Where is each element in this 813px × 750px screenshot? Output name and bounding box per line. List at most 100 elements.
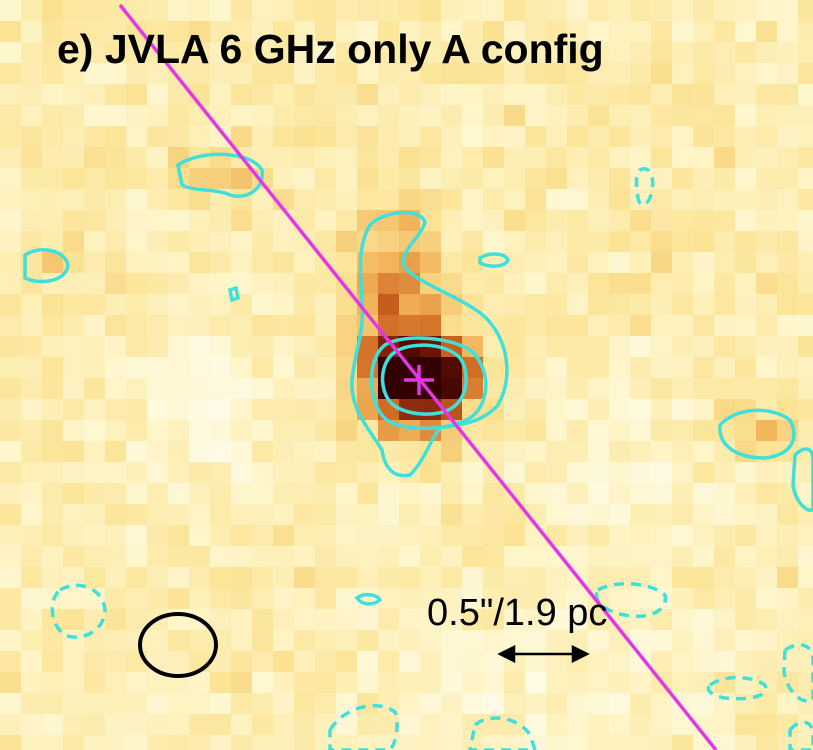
map-pixel	[147, 546, 169, 568]
map-pixel	[777, 546, 799, 568]
map-pixel	[357, 672, 379, 694]
map-pixel	[504, 294, 526, 316]
map-pixel	[735, 21, 757, 43]
map-pixel	[651, 315, 673, 337]
map-pixel	[0, 420, 22, 442]
map-pixel	[462, 210, 484, 232]
map-pixel	[294, 504, 316, 526]
map-pixel	[798, 105, 813, 127]
map-pixel	[252, 525, 274, 547]
map-pixel	[777, 357, 799, 379]
map-pixel	[105, 294, 127, 316]
map-pixel	[336, 504, 358, 526]
radio-map-panel: 0.5"/1.9 pc e) JVLA 6 GHz only A config	[0, 0, 813, 750]
map-pixel	[336, 147, 358, 169]
map-pixel	[126, 462, 148, 484]
map-pixel	[651, 357, 673, 379]
map-pixel	[714, 126, 736, 148]
map-pixel	[273, 252, 295, 274]
map-pixel	[798, 252, 813, 274]
map-pixel	[273, 546, 295, 568]
map-pixel	[21, 609, 43, 631]
map-pixel	[126, 336, 148, 358]
map-pixel	[756, 546, 778, 568]
map-pixel	[168, 567, 190, 589]
map-pixel	[756, 420, 778, 442]
map-pixel	[714, 735, 736, 750]
map-pixel	[441, 651, 463, 673]
map-pixel	[504, 441, 526, 463]
map-pixel	[231, 231, 253, 253]
map-pixel	[0, 126, 22, 148]
map-pixel	[672, 651, 694, 673]
map-pixel	[714, 378, 736, 400]
map-pixel	[672, 378, 694, 400]
map-pixel	[315, 0, 337, 22]
map-pixel	[84, 546, 106, 568]
map-pixel	[630, 399, 652, 421]
map-pixel	[777, 63, 799, 85]
map-pixel	[0, 210, 22, 232]
map-pixel	[273, 693, 295, 715]
map-pixel	[126, 147, 148, 169]
map-pixel	[777, 315, 799, 337]
map-pixel	[42, 189, 64, 211]
map-pixel	[588, 399, 610, 421]
map-pixel	[504, 483, 526, 505]
map-pixel	[609, 126, 631, 148]
map-pixel	[525, 189, 547, 211]
map-pixel	[105, 672, 127, 694]
map-pixel	[693, 609, 715, 631]
map-pixel	[84, 105, 106, 127]
map-pixel	[273, 567, 295, 589]
map-pixel	[420, 315, 442, 337]
map-pixel	[210, 0, 232, 22]
map-pixel	[147, 441, 169, 463]
map-pixel	[189, 294, 211, 316]
map-pixel	[210, 168, 232, 190]
map-pixel	[441, 0, 463, 22]
map-pixel	[735, 84, 757, 106]
map-pixel	[210, 84, 232, 106]
map-pixel	[399, 609, 421, 631]
map-pixel	[588, 504, 610, 526]
map-pixel	[462, 273, 484, 295]
map-pixel	[42, 735, 64, 750]
map-pixel	[294, 672, 316, 694]
map-pixel	[294, 609, 316, 631]
map-pixel	[0, 189, 22, 211]
map-pixel	[63, 693, 85, 715]
map-pixel	[252, 567, 274, 589]
map-pixel	[777, 189, 799, 211]
map-pixel	[588, 378, 610, 400]
map-pixel	[735, 672, 757, 694]
map-pixel	[609, 651, 631, 673]
map-pixel	[0, 105, 22, 127]
map-pixel	[714, 357, 736, 379]
map-pixel	[441, 147, 463, 169]
map-pixel	[525, 294, 547, 316]
map-pixel	[336, 189, 358, 211]
map-pixel	[126, 105, 148, 127]
map-pixel	[798, 378, 813, 400]
map-pixel	[84, 378, 106, 400]
map-pixel	[693, 315, 715, 337]
map-pixel	[21, 315, 43, 337]
map-pixel	[294, 567, 316, 589]
map-pixel	[378, 126, 400, 148]
map-pixel	[126, 315, 148, 337]
map-pixel	[147, 84, 169, 106]
map-pixel	[609, 63, 631, 85]
map-pixel	[0, 693, 22, 715]
map-pixel	[126, 735, 148, 750]
map-pixel	[252, 252, 274, 274]
map-pixel	[147, 231, 169, 253]
map-pixel	[357, 462, 379, 484]
map-pixel	[21, 546, 43, 568]
map-pixel	[315, 525, 337, 547]
map-pixel	[420, 189, 442, 211]
map-pixel	[630, 546, 652, 568]
map-pixel	[0, 399, 22, 421]
map-pixel	[798, 126, 813, 148]
map-pixel	[651, 567, 673, 589]
